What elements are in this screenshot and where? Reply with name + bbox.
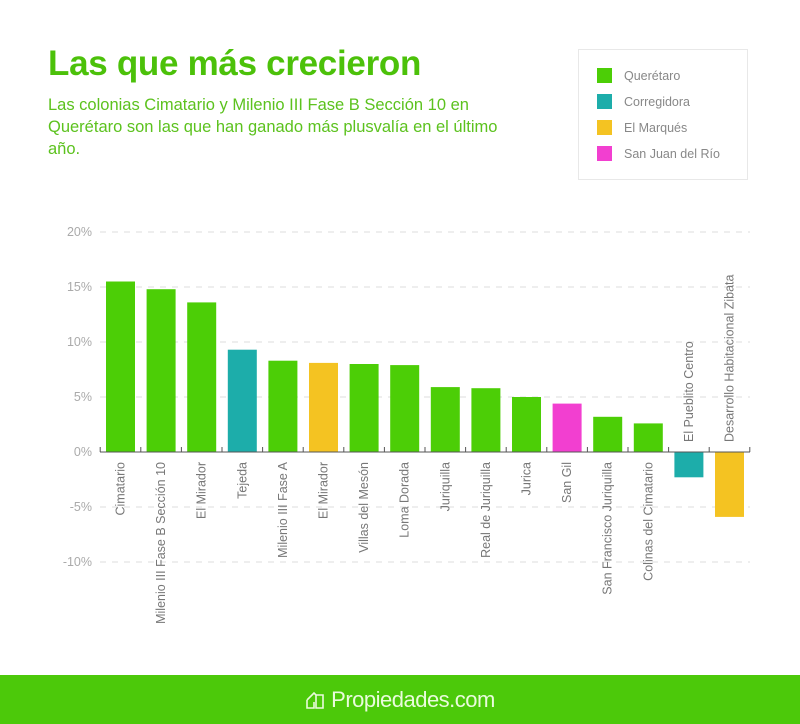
legend-swatch: [597, 94, 612, 109]
legend-item-el-marques: El Marqués: [597, 120, 687, 135]
bar: [390, 365, 420, 452]
x-category-label: El Mirador: [317, 462, 331, 519]
x-category-label: El Pueblito Centro: [682, 341, 696, 442]
legend-swatch: [597, 146, 612, 161]
y-tick-label: 10%: [67, 335, 92, 349]
bar: [309, 362, 338, 452]
legend-item-queretaro: Querétaro: [597, 68, 680, 83]
bar: [268, 360, 298, 452]
y-tick-label: 15%: [67, 280, 92, 294]
bar: [633, 423, 663, 452]
y-tick-label: -5%: [70, 500, 92, 514]
x-category-label: El Mirador: [195, 462, 209, 519]
bar: [674, 452, 704, 478]
bar: [512, 397, 541, 452]
bar: [552, 403, 582, 452]
x-category-label: Juriquilla: [438, 462, 452, 511]
bar: [187, 302, 217, 452]
x-category-label: Desarrollo Habitacional Zibata: [723, 275, 737, 442]
x-category-label: San Francisco Juriquilla: [601, 462, 615, 595]
legend-item-san-juan-del-rio: San Juan del Río: [597, 146, 720, 161]
legend: Querétaro Corregidora El Marqués San Jua…: [578, 49, 748, 180]
bar: [715, 452, 744, 517]
legend-label: Querétaro: [624, 68, 681, 83]
x-category-label: Real de Juriquilla: [479, 462, 493, 558]
legend-swatch: [597, 68, 612, 83]
x-category-label: Milenio III Fase B Sección 10: [154, 462, 168, 624]
bar: [593, 416, 623, 452]
chart-subtitle: Las colonias Cimatario y Milenio III Fas…: [48, 96, 498, 158]
chart-title: Las que más crecieron: [48, 44, 422, 83]
bar: [227, 349, 257, 452]
bar: [106, 281, 135, 452]
y-tick-label: 0%: [74, 445, 92, 459]
brand-name: Propiedades.com: [331, 686, 495, 712]
bar-chart: 20% 15% 10% 5% 0% -5% -10% Cimatario Milenio III…: [63, 225, 751, 624]
footer-bar: Propiedades.com: [0, 675, 800, 724]
legend-label: El Marqués: [624, 120, 688, 135]
legend-label: San Juan del Río: [624, 146, 720, 161]
y-tick-label: 20%: [67, 225, 92, 239]
x-category-label: Tejeda: [235, 462, 249, 499]
x-category-label: Loma Dorada: [398, 462, 412, 538]
bar: [430, 387, 460, 452]
x-category-label: Cimatario: [114, 462, 128, 516]
y-tick-label: -10%: [63, 555, 92, 569]
legend-label: Corregidora: [624, 94, 691, 109]
x-category-label: San Gil: [560, 462, 574, 503]
x-category-label: Milenio III Fase A: [276, 461, 290, 558]
brand-logo[interactable]: Propiedades.com: [305, 687, 495, 713]
x-category-label: Villas del Mesón: [357, 462, 371, 553]
legend-swatch: [597, 120, 612, 135]
y-tick-label: 5%: [74, 390, 92, 404]
house-icon: [306, 691, 324, 709]
x-category-label: Colinas del Cimatario: [641, 462, 655, 581]
bar: [349, 364, 379, 452]
bar: [471, 388, 501, 452]
x-category-label: Jurica: [520, 462, 534, 495]
legend-item-corregidora: Corregidora: [597, 94, 690, 109]
bar: [146, 289, 176, 452]
